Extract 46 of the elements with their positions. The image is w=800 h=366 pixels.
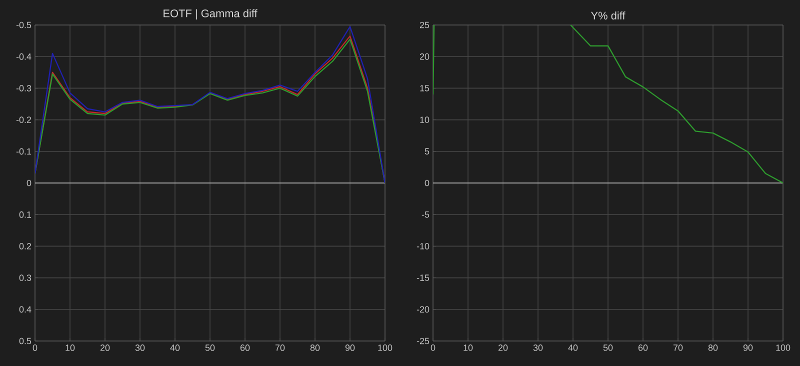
x-tick-label: 100 <box>776 344 790 351</box>
y-tick-label: -20 <box>416 306 430 313</box>
x-tick-label: 90 <box>743 344 753 351</box>
x-tick-label: 20 <box>498 344 508 351</box>
x-tick-label: 30 <box>533 344 543 351</box>
x-tick-label: 10 <box>66 344 75 351</box>
y-tick-label: -10 <box>416 243 430 250</box>
x-tick-label: 80 <box>708 344 718 351</box>
x-tick-label: 60 <box>638 344 648 351</box>
y-tick-label: 5 <box>424 148 430 155</box>
y-tick-label: 20 <box>420 53 430 60</box>
y-tick-label: 0.2 <box>19 243 32 250</box>
x-tick-label: 50 <box>205 344 215 351</box>
x-tick-label: 60 <box>240 344 250 351</box>
y-tick-label: 0.3 <box>19 274 32 281</box>
y-tick-label: 0 <box>424 180 430 186</box>
chart-title: Y% diff <box>590 11 626 20</box>
y-tick-label: 15 <box>420 85 430 92</box>
y-tick-label: -5 <box>422 211 430 218</box>
y-tick-label: -0.5 <box>16 22 32 28</box>
x-tick-label: 40 <box>568 344 578 351</box>
x-tick-label: 70 <box>673 344 683 351</box>
x-tick-label: 90 <box>345 344 355 351</box>
y-tick-label: 0.5 <box>19 338 32 344</box>
x-tick-label: 0 <box>430 344 436 351</box>
y-tick-label: 10 <box>420 116 430 123</box>
chart-title: EOTF | Gamma diff <box>164 9 258 20</box>
y-tick-label: -15 <box>416 274 430 281</box>
y-tick-label: -25 <box>416 338 430 344</box>
x-tick-label: 100 <box>378 344 392 351</box>
x-tick-label: 50 <box>603 344 613 351</box>
y-tick-label: 25 <box>420 22 430 28</box>
y-tick-label: -0.3 <box>16 85 32 92</box>
x-tick-label: 70 <box>275 344 285 351</box>
x-tick-label: 10 <box>464 344 473 351</box>
x-tick-label: 30 <box>135 344 145 351</box>
y-tick-label: 0.4 <box>19 306 32 313</box>
y-tick-label: -0.2 <box>16 116 32 123</box>
x-tick-label: 20 <box>100 344 110 351</box>
y-tick-label: -0.4 <box>16 53 32 60</box>
y-tick-label: -0.1 <box>16 148 32 155</box>
x-tick-label: 0 <box>32 344 38 351</box>
x-tick-label: 80 <box>310 344 320 351</box>
x-tick-label: 40 <box>170 344 180 351</box>
y-tick-label: 0.1 <box>19 211 32 218</box>
y-tick-label: 0 <box>26 180 32 186</box>
